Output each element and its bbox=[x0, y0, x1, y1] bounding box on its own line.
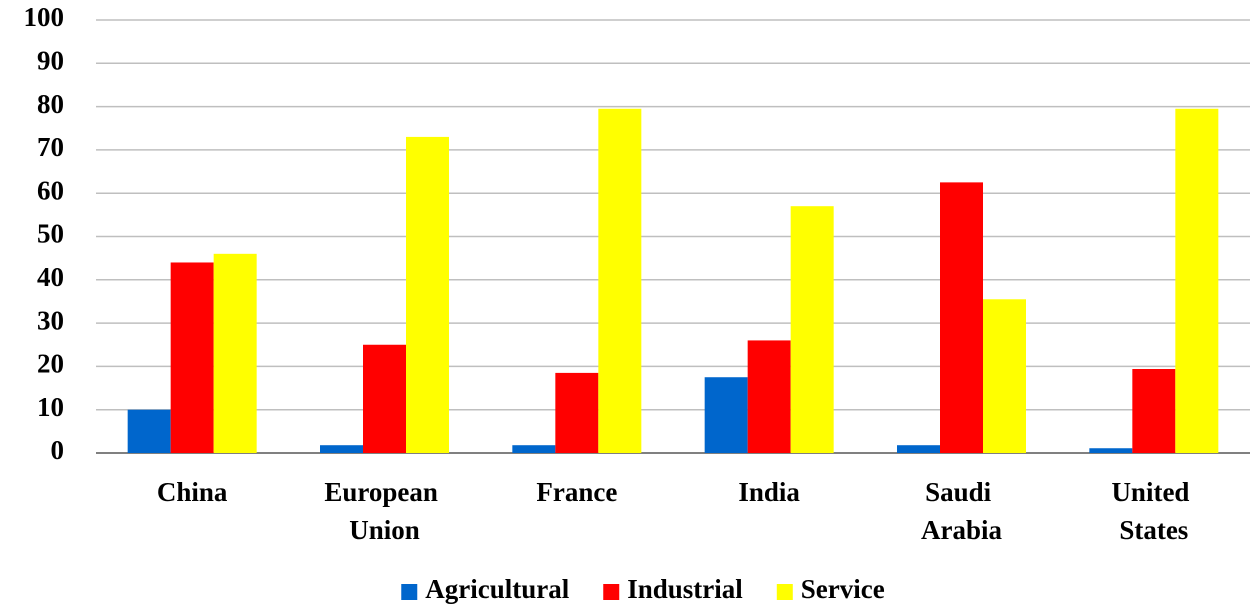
bar bbox=[320, 445, 363, 453]
bar bbox=[406, 136, 449, 453]
bar bbox=[213, 253, 257, 453]
y-tick-label: 100 bbox=[24, 2, 65, 32]
bar bbox=[512, 445, 556, 453]
x-tick-label-line: France bbox=[536, 477, 617, 507]
bar bbox=[790, 206, 834, 453]
bar bbox=[1089, 448, 1133, 453]
y-tick-label: 70 bbox=[37, 132, 64, 162]
bar bbox=[983, 299, 1026, 453]
legend-swatch bbox=[776, 584, 793, 600]
y-tick-label: 90 bbox=[37, 46, 64, 76]
y-tick-label: 60 bbox=[37, 175, 64, 205]
y-tick-label: 40 bbox=[37, 262, 64, 292]
x-tick-label-line: States bbox=[1119, 515, 1188, 545]
legend: Agricultural Industrial Service bbox=[401, 574, 885, 604]
x-tick-label: India bbox=[738, 477, 800, 507]
x-tick-label-line: China bbox=[157, 477, 228, 507]
x-tick-label-line: Union bbox=[349, 515, 420, 545]
x-tick-label-line: European bbox=[324, 477, 444, 507]
x-tick-label: European Union bbox=[324, 477, 444, 545]
bar bbox=[1175, 108, 1219, 453]
bar bbox=[363, 344, 406, 453]
y-tick-label: 0 bbox=[51, 435, 65, 465]
legend-swatch bbox=[603, 584, 620, 600]
legend-swatch bbox=[401, 584, 418, 600]
bar bbox=[170, 262, 214, 453]
bar bbox=[704, 377, 748, 453]
bar bbox=[747, 340, 791, 453]
y-tick-label: 50 bbox=[37, 219, 64, 249]
y-tick-label: 30 bbox=[37, 305, 64, 335]
y-tick-label: 10 bbox=[37, 392, 64, 422]
legend-label: Industrial bbox=[627, 574, 743, 604]
x-tick-label-line: Arabia bbox=[921, 515, 1003, 545]
x-tick-label-line: India bbox=[738, 477, 800, 507]
x-tick-label: China bbox=[157, 477, 228, 507]
x-tick-label-line: United bbox=[1111, 477, 1196, 507]
bar bbox=[555, 372, 599, 453]
bar bbox=[897, 445, 940, 453]
bar bbox=[598, 108, 642, 453]
legend-label: Service bbox=[801, 574, 885, 604]
x-tick-label: France bbox=[536, 477, 617, 507]
bar bbox=[940, 182, 983, 453]
legend-label: Agricultural bbox=[425, 574, 569, 604]
x-tick-label-line: Saudi bbox=[925, 477, 998, 507]
x-tick-label: Saudi Arabia bbox=[921, 477, 1003, 545]
bar bbox=[127, 409, 171, 453]
bar bbox=[1132, 368, 1176, 453]
y-tick-label: 80 bbox=[37, 89, 64, 119]
x-tick-label: United States bbox=[1111, 477, 1196, 545]
y-tick-label: 20 bbox=[37, 349, 64, 379]
